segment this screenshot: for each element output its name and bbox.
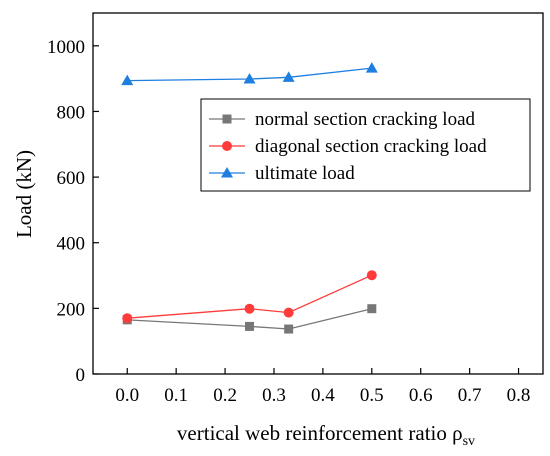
x-tick-label: 0.0 <box>115 385 139 406</box>
legend-label: diagonal section cracking load <box>255 136 487 157</box>
legend-items: normal section cracking load diagonal sec… <box>209 109 487 184</box>
data-point <box>243 72 256 84</box>
x-axis-title: vertical web reinforcement ratio ρsv <box>177 421 475 449</box>
series-line <box>127 308 372 330</box>
y-tick-label: 0 <box>76 365 86 386</box>
y-axis-title: Load (kN) <box>12 150 36 238</box>
data-point <box>122 313 133 324</box>
data-point <box>366 270 377 281</box>
x-axis-title-main: vertical web reinforcement ratio ρ <box>177 421 463 445</box>
y-tick-label: 600 <box>57 168 86 189</box>
series-2 <box>121 62 378 86</box>
data-point <box>244 303 255 314</box>
x-tick-label: 0.4 <box>311 385 335 406</box>
data-point <box>121 74 134 86</box>
data-point <box>282 71 295 82</box>
data-point <box>365 62 378 73</box>
y-tick-label: 800 <box>57 102 86 123</box>
data-point <box>284 324 294 334</box>
x-tick-label: 0.3 <box>262 385 286 406</box>
y-axis-ticks: 0 200 400 600 800 1000 <box>47 37 99 386</box>
legend-marker <box>222 141 232 151</box>
legend: normal section cracking load diagonal sec… <box>200 98 531 192</box>
y-tick-label: 400 <box>57 234 86 255</box>
series-1 <box>122 270 377 324</box>
series-layer <box>121 62 378 334</box>
legend-marker <box>222 114 232 124</box>
x-tick-label: 0.7 <box>458 385 482 406</box>
series-line <box>127 274 373 319</box>
plot-frame <box>92 12 544 375</box>
x-axis-title-subscript: sv <box>463 434 475 449</box>
series-line <box>127 67 372 82</box>
y-tick-label: 1000 <box>47 37 85 58</box>
data-point <box>367 304 377 314</box>
x-tick-label: 0.2 <box>213 385 237 406</box>
x-tick-label: 0.5 <box>360 385 384 406</box>
data-point <box>283 307 294 318</box>
data-point <box>245 321 255 331</box>
x-tick-label: 0.6 <box>409 385 433 406</box>
legend-label: ultimate load <box>255 163 355 184</box>
x-tick-label: 0.1 <box>164 385 188 406</box>
legend-marker <box>221 167 233 178</box>
x-tick-label: 0.8 <box>507 385 531 406</box>
y-tick-label: 200 <box>57 299 86 320</box>
x-axis-ticks: 0.0 0.1 0.2 0.3 0.4 0.5 0.6 0.7 0.8 <box>115 368 530 406</box>
legend-box <box>200 98 531 192</box>
legend-label: normal section cracking load <box>255 109 476 130</box>
